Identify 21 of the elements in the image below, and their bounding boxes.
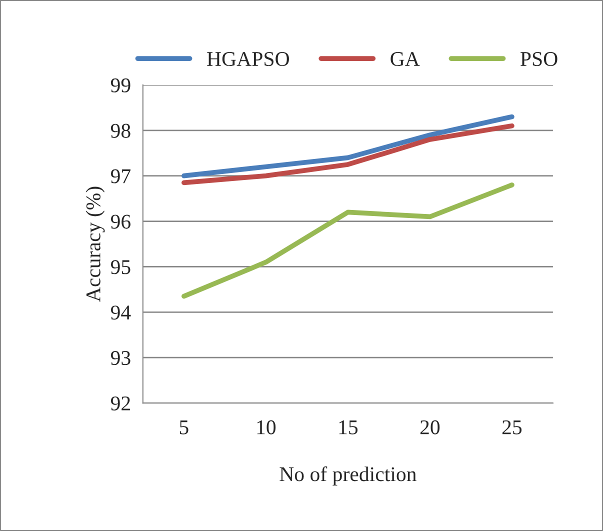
y-tick-label: 94 (110, 306, 131, 320)
line-series (181, 114, 514, 178)
y-tick-label: 96 (110, 214, 130, 229)
x-tick-label: 5 (180, 420, 188, 434)
y-tick-label: 92 (110, 396, 130, 410)
line-series (181, 123, 514, 186)
x-tick-label: 20 (420, 420, 440, 434)
y-tick-label: 93 (110, 351, 130, 366)
y-tick-label: 95 (110, 260, 130, 274)
y-tick-label: 99 (110, 78, 130, 92)
x-tick-label: 10 (257, 420, 276, 434)
y-tick-label: 97 (110, 169, 131, 184)
legend-label: HGAPSO (207, 52, 289, 66)
x-axis-title: No of prediction (280, 466, 416, 486)
x-tick-label: 15 (339, 420, 358, 434)
line-series (181, 182, 514, 299)
y-tick-label: 98 (110, 124, 130, 138)
x-tick-label: 25 (502, 420, 522, 434)
legend-label: GA (390, 52, 420, 66)
legend-label: PSO (520, 52, 558, 66)
y-axis-title: Accuracy (%) (86, 186, 105, 302)
